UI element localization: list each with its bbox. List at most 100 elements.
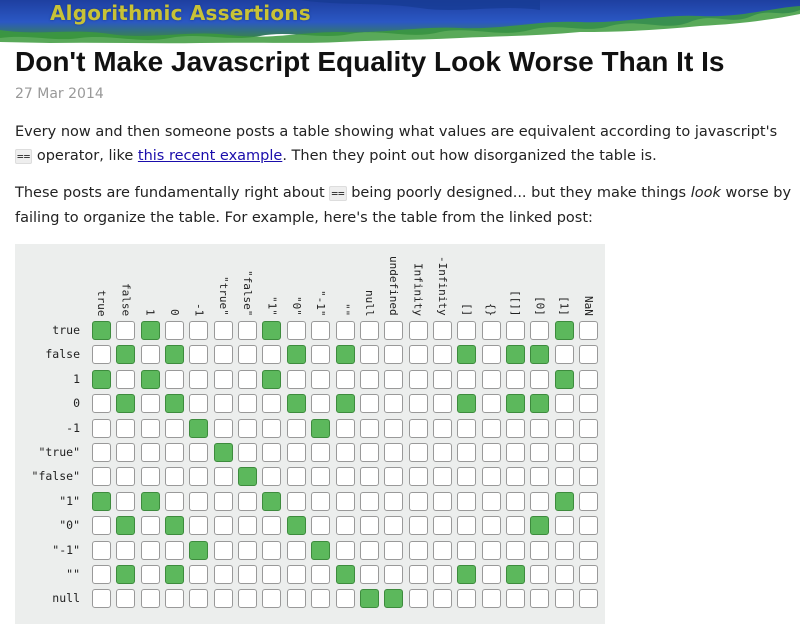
grid-cell (505, 540, 525, 560)
grid-cell (481, 540, 501, 560)
grid-cell (481, 491, 501, 511)
grid-cell (92, 540, 111, 560)
grid-cell (165, 418, 185, 438)
grid-cell (408, 443, 428, 462)
grid-cell (359, 345, 379, 365)
column-header: "true" (216, 276, 230, 316)
grid-cell (92, 589, 111, 609)
grid-cell (457, 345, 477, 365)
grid-cell (140, 467, 160, 487)
grid-cell (238, 345, 258, 365)
grid-cell (286, 345, 306, 365)
grid-cell (530, 565, 550, 584)
grid-cell (140, 345, 160, 365)
row-header: "0" (59, 518, 80, 533)
grid-cell (457, 516, 477, 536)
grid-cell (165, 491, 185, 511)
grid-cell (408, 418, 428, 438)
grid-cell (408, 369, 428, 389)
column-header: {} (484, 302, 498, 316)
grid-cell (481, 467, 501, 487)
site-title[interactable]: Algorithmic Assertions (50, 1, 311, 25)
grid-cell (238, 491, 258, 511)
grid-cell (262, 565, 282, 584)
grid-cell (384, 589, 404, 609)
grid-cell (530, 394, 550, 414)
grid-cell (116, 443, 136, 462)
grid-cell (262, 321, 282, 340)
look-emphasis: look (690, 185, 721, 201)
grid-cell (408, 491, 428, 511)
grid-cell (384, 467, 404, 487)
column-header: "1" (265, 296, 279, 316)
grid-cell (432, 540, 452, 560)
p2-text-after: worse by failing to organize the table. … (15, 185, 792, 226)
grid-cell (554, 369, 574, 389)
grid-cell (116, 467, 136, 487)
grid-cell (238, 589, 258, 609)
grid-cell (262, 345, 282, 365)
grid-cell (116, 516, 136, 536)
grid-cell (311, 467, 331, 487)
grid-cell (213, 321, 233, 340)
grid-cell (408, 467, 428, 487)
grid-cell (286, 443, 306, 462)
grid-cell (165, 369, 185, 389)
recent-example-link[interactable]: this recent example (137, 148, 283, 164)
column-header: "0" (289, 296, 303, 316)
row-header: 0 (73, 396, 80, 411)
grid-cell (554, 321, 574, 340)
grid-cell (286, 516, 306, 536)
grid-cell (286, 565, 306, 584)
grid-cell (311, 516, 331, 536)
grid-cell (554, 418, 574, 438)
column-header: "-1" (314, 289, 328, 317)
grid-cell (213, 540, 233, 560)
grid-cell (505, 418, 525, 438)
grid-cell (481, 589, 501, 609)
grid-cell (359, 491, 379, 511)
grid-cell (92, 516, 111, 536)
grid-cell (335, 321, 355, 340)
row-header: "false" (31, 469, 80, 484)
grid-cell (481, 345, 501, 365)
grid-cell (311, 369, 331, 389)
grid-cell (554, 443, 574, 462)
grid-cell (457, 540, 477, 560)
grid-cell (311, 540, 331, 560)
grid-cell (359, 540, 379, 560)
grid-cell (530, 516, 550, 536)
grid-cell (505, 443, 525, 462)
grid-cell (140, 589, 160, 609)
grid-cell (432, 516, 452, 536)
grid-cell (579, 491, 598, 511)
grid-cell (530, 467, 550, 487)
grid-cell (432, 467, 452, 487)
grid-cell (116, 418, 136, 438)
second-paragraph: These posts are fundamentally right abou… (15, 181, 795, 230)
grid-cell (457, 589, 477, 609)
grid-cell (213, 345, 233, 365)
grid-cell (165, 443, 185, 462)
column-header: [] (460, 302, 474, 316)
grid-cell (408, 321, 428, 340)
grid-cell (554, 345, 574, 365)
grid-cell (359, 443, 379, 462)
row-header: "" (66, 567, 80, 581)
grid-cell (554, 540, 574, 560)
grid-cell (116, 345, 136, 365)
grid-cell (579, 321, 598, 340)
banner-paint-graphic (0, 0, 800, 44)
grid-cell (432, 369, 452, 389)
grid-cell (92, 321, 111, 340)
row-header: 1 (73, 371, 80, 386)
grid-cell (359, 565, 379, 584)
grid-cell (359, 321, 379, 340)
grid-cell (213, 394, 233, 414)
grid-cell (457, 491, 477, 511)
grid-cell (116, 565, 136, 584)
column-header: null (362, 289, 376, 317)
grid-cell (505, 589, 525, 609)
grid-cell (140, 491, 160, 511)
grid-cell (189, 565, 209, 584)
